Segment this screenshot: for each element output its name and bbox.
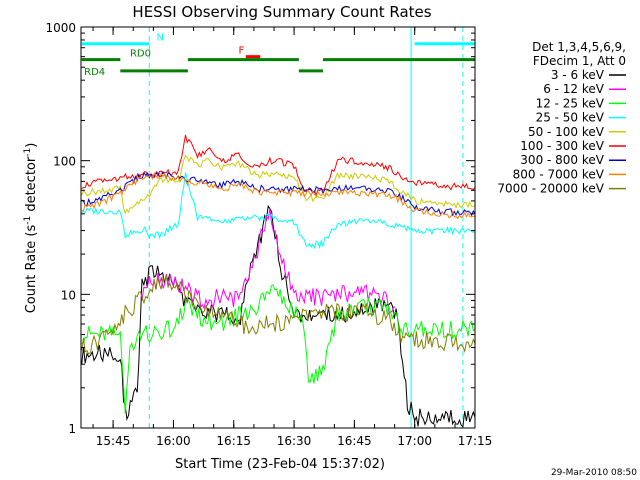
series-line-5 — [81, 134, 476, 197]
y-label-mid: detector — [24, 156, 39, 216]
x-tick-label-0: 15:45 — [96, 434, 131, 448]
flag-label-0: N — [157, 33, 164, 44]
x-tick-label-3: 16:30 — [277, 434, 312, 448]
x-tick-label-1: 16:00 — [156, 434, 191, 448]
legend-label-2: 12 - 25 keV — [536, 96, 605, 110]
legend-label-3: 25 - 50 keV — [536, 111, 605, 125]
legend-header-2: FDecim 1, Att 0 — [533, 54, 626, 68]
x-axis: 15:45 16:00 16:15 16:30 16:45 17:00 17:15 — [92, 27, 493, 448]
series-line-8 — [81, 274, 476, 355]
series-line-4 — [81, 154, 476, 215]
x-tick-label-2: 16:15 — [216, 434, 251, 448]
series-line-3 — [81, 172, 476, 250]
legend-label-1: 6 - 12 keV — [543, 82, 605, 96]
y-label-main: Count Rate (s — [24, 225, 39, 314]
x-axis-label: Start Time (23-Feb-04 15:37:02) — [175, 457, 385, 472]
y-tick-label-0: 1 — [68, 422, 76, 436]
series-line-1 — [141, 208, 396, 313]
legend-header-1: Det 1,3,4,5,6,9, — [532, 40, 626, 54]
series-line-0 — [81, 204, 476, 428]
y-tick-label-3: 1000 — [45, 21, 76, 35]
y-axis-label: Count Rate (s-1 detector-1) — [23, 143, 39, 314]
legend-label-7: 800 - 7000 keV — [513, 167, 605, 181]
series-line-6 — [81, 170, 476, 217]
flag-label-1: F — [239, 46, 245, 57]
timestamp: 29-Mar-2010 08:50 — [551, 468, 637, 478]
legend-label-0: 3 - 6 keV — [551, 68, 605, 82]
chart-title: HESSI Observing Summary Count Rates — [132, 3, 431, 21]
series-line-7 — [81, 171, 476, 220]
flag-label-2: RD0 — [130, 49, 151, 60]
legend-label-8: 7000 - 20000 keV — [497, 182, 604, 196]
y-tick-label-2: 100 — [53, 155, 76, 169]
flag-label-3: RD4 — [84, 67, 105, 78]
x-tick-label-6: 17:15 — [458, 434, 493, 448]
legend-label-4: 50 - 100 keV — [528, 125, 605, 139]
y-label-sup-2: -1 — [23, 148, 33, 157]
x-tick-label-5: 17:00 — [397, 434, 432, 448]
legend-label-6: 300 - 800 keV — [520, 153, 604, 167]
legend: Det 1,3,4,5,6,9, FDecim 1, Att 0 3 - 6 k… — [497, 40, 626, 196]
x-tick-label-4: 16:45 — [337, 434, 372, 448]
y-label-end: ) — [24, 143, 39, 148]
y-tick-label-1: 10 — [61, 288, 76, 302]
legend-label-5: 100 - 300 keV — [520, 139, 604, 153]
y-label-sup-1: -1 — [23, 216, 33, 225]
plot-frame — [80, 26, 476, 429]
y-axis: 1 10 100 1000 — [45, 21, 475, 436]
